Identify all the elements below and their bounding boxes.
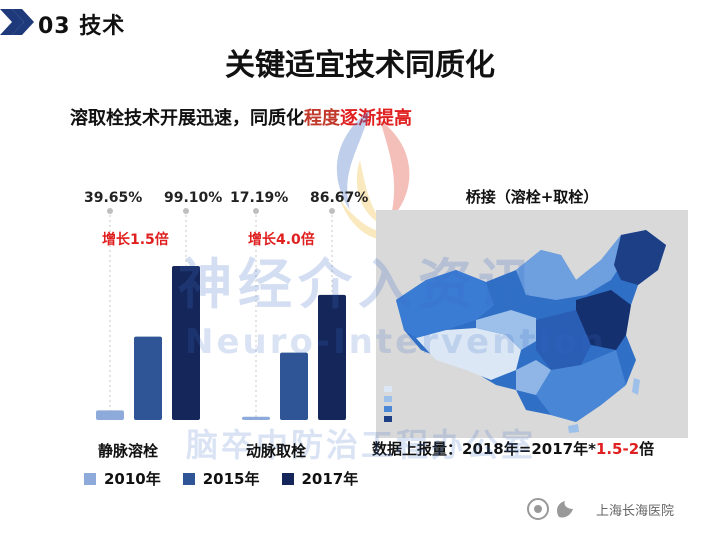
legend-item-2010: 2010年 (84, 468, 161, 489)
map-note-highlight: 1.5-2 (595, 440, 640, 458)
watermark-line-1: 神经介入资讯 (178, 253, 538, 316)
map-note-prefix: 数据上报量：2018年=2017年* (372, 440, 596, 458)
hospital-logo-icon (527, 498, 573, 520)
bar-2017年-静脉溶栓 (172, 266, 200, 420)
guide-dot (253, 208, 259, 214)
growth-label: 增长4.0倍 (248, 231, 315, 248)
pct-label: 86.67% (310, 190, 368, 206)
guide-dot (329, 208, 335, 214)
legend-item-2015: 2015年 (182, 468, 260, 489)
legend-swatch (84, 472, 96, 485)
map-note-suffix: 倍 (639, 440, 655, 458)
legend-swatch (182, 472, 195, 485)
watermark-line-3: 脑卒中防治工程办公室 (186, 426, 537, 464)
category-label-text: 动脉取栓 (246, 442, 307, 460)
china-map (376, 210, 688, 438)
category-label-text: 静脉溶栓 (98, 442, 159, 460)
category-label: 静脉溶栓 (98, 440, 158, 461)
legend-item-2017: 2017年 (281, 468, 359, 489)
bar-2010年-静脉溶栓 (96, 410, 124, 420)
watermark-line-2: Neuro-Intervention (185, 322, 607, 362)
section-heading: 03 技术 (38, 14, 126, 39)
guide-dot (107, 208, 113, 214)
map-data-note: 数据上报量：2018年=2017年*1.5-2倍 (372, 438, 654, 459)
legend-swatch (281, 472, 294, 485)
chart-legend: 2010年 2015年 2017年 (84, 468, 358, 489)
map-title: 桥接（溶栓+取栓） (465, 188, 599, 206)
bar-2017年-动脉取栓 (318, 294, 346, 420)
subtitle-part-3: 逐渐提高 (340, 108, 412, 129)
guide-dot (183, 208, 189, 214)
subtitle-part-1: 溶取栓技术开展迅速，同质化 (70, 108, 304, 129)
bar-2015年-动脉取栓 (280, 352, 308, 420)
subtitle: 溶取栓技术开展迅速，同质化程度逐渐提高 (70, 104, 412, 130)
legend-label: 2017年 (301, 470, 359, 488)
growth-label: 增长1.5倍 (102, 231, 169, 248)
bar-2015年-静脉溶栓 (134, 336, 162, 420)
watermark-logo (336, 110, 410, 240)
bar-chart: 39.65% 99.10% 增长1.5倍 17.19% 86.67% 增长4.0倍 (84, 190, 368, 420)
legend-label: 2010年 (104, 470, 161, 488)
pct-label: 39.65% (84, 190, 142, 206)
bar-2010年-动脉取栓 (242, 416, 270, 420)
subtitle-part-2: 程度 (304, 108, 340, 129)
legend-label: 2015年 (202, 470, 260, 488)
category-label: 动脉取栓 (246, 440, 306, 461)
pct-label: 17.19% (230, 190, 288, 206)
china-map-graphic (384, 230, 666, 433)
page-title: 关键适宜技术同质化 (225, 48, 495, 83)
pct-label: 99.10% (164, 190, 222, 206)
chevron-icon (0, 9, 34, 35)
hospital-name: 上海长海医院 (596, 504, 675, 519)
